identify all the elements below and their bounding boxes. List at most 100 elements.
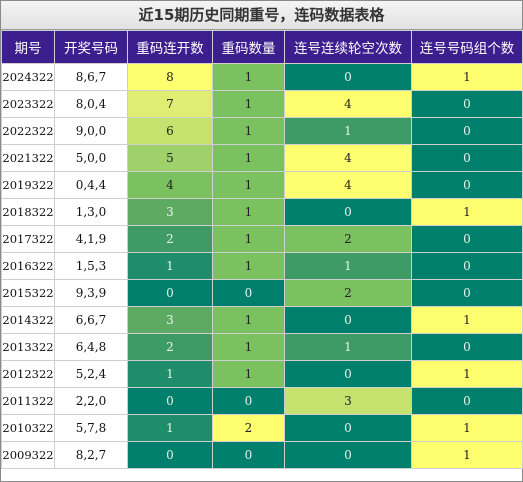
cell-consecutive-groups: 1 xyxy=(411,414,523,442)
cell-consecutive-groups: 1 xyxy=(411,306,523,334)
cell-consecutive-groups: 1 xyxy=(411,360,523,388)
cell-repeat-streak: 8 xyxy=(127,63,213,91)
cell-draw-numbers: 9,0,0 xyxy=(54,117,128,145)
header-consecutive-groups: 连号号码组个数 xyxy=(411,30,523,64)
cell-period: 2018322 xyxy=(1,198,55,226)
header-draw-numbers: 开奖号码 xyxy=(54,30,128,64)
cell-consecutive-miss: 4 xyxy=(284,90,412,118)
table-row: 2017322 4,1,9 2 1 2 0 xyxy=(1,225,523,253)
cell-repeat-count: 2 xyxy=(212,414,285,442)
cell-consecutive-miss: 0 xyxy=(284,306,412,334)
table-row: 2018322 1,3,0 3 1 0 1 xyxy=(1,198,523,226)
cell-repeat-count: 1 xyxy=(212,144,285,172)
cell-repeat-count: 1 xyxy=(212,117,285,145)
cell-draw-numbers: 8,2,7 xyxy=(54,441,128,469)
table-row: 2013322 6,4,8 2 1 1 0 xyxy=(1,333,523,361)
cell-draw-numbers: 8,6,7 xyxy=(54,63,128,91)
cell-repeat-count: 1 xyxy=(212,306,285,334)
cell-consecutive-miss: 0 xyxy=(284,198,412,226)
cell-repeat-streak: 2 xyxy=(127,225,213,253)
cell-draw-numbers: 0,4,4 xyxy=(54,171,128,199)
table-row: 2021322 5,0,0 5 1 4 0 xyxy=(1,144,523,172)
cell-consecutive-miss: 0 xyxy=(284,63,412,91)
cell-period: 2023322 xyxy=(1,90,55,118)
cell-draw-numbers: 8,0,4 xyxy=(54,90,128,118)
cell-consecutive-groups: 0 xyxy=(411,387,523,415)
cell-repeat-streak: 0 xyxy=(127,387,213,415)
cell-period: 2013322 xyxy=(1,333,55,361)
table-row: 2009322 8,2,7 0 0 0 1 xyxy=(1,441,523,469)
cell-draw-numbers: 5,7,8 xyxy=(54,414,128,442)
cell-repeat-count: 0 xyxy=(212,387,285,415)
cell-repeat-streak: 0 xyxy=(127,279,213,307)
cell-period: 2010322 xyxy=(1,414,55,442)
cell-period: 2024322 xyxy=(1,63,55,91)
cell-repeat-count: 1 xyxy=(212,333,285,361)
cell-consecutive-miss: 2 xyxy=(284,279,412,307)
table-row: 2016322 1,5,3 1 1 1 0 xyxy=(1,252,523,280)
cell-draw-numbers: 1,3,0 xyxy=(54,198,128,226)
table-row: 2024322 8,6,7 8 1 0 1 xyxy=(1,63,523,91)
cell-period: 2019322 xyxy=(1,171,55,199)
cell-draw-numbers: 1,5,3 xyxy=(54,252,128,280)
cell-consecutive-miss: 3 xyxy=(284,387,412,415)
cell-consecutive-groups: 1 xyxy=(411,63,523,91)
cell-consecutive-groups: 0 xyxy=(411,225,523,253)
cell-consecutive-miss: 1 xyxy=(284,117,412,145)
cell-repeat-count: 1 xyxy=(212,252,285,280)
cell-consecutive-groups: 0 xyxy=(411,279,523,307)
cell-repeat-streak: 1 xyxy=(127,252,213,280)
table-row: 2022322 9,0,0 6 1 1 0 xyxy=(1,117,523,145)
cell-repeat-streak: 1 xyxy=(127,360,213,388)
cell-period: 2009322 xyxy=(1,441,55,469)
cell-draw-numbers: 5,2,4 xyxy=(54,360,128,388)
cell-period: 2022322 xyxy=(1,117,55,145)
cell-consecutive-groups: 0 xyxy=(411,90,523,118)
cell-repeat-count: 1 xyxy=(212,63,285,91)
table-title: 近15期历史同期重号，连码数据表格 xyxy=(1,1,522,30)
cell-consecutive-groups: 0 xyxy=(411,333,523,361)
cell-draw-numbers: 6,6,7 xyxy=(54,306,128,334)
cell-period: 2014322 xyxy=(1,306,55,334)
cell-draw-numbers: 4,1,9 xyxy=(54,225,128,253)
header-period: 期号 xyxy=(1,30,55,64)
table-row: 2015322 9,3,9 0 0 2 0 xyxy=(1,279,523,307)
cell-consecutive-miss: 4 xyxy=(284,171,412,199)
cell-consecutive-miss: 1 xyxy=(284,333,412,361)
table-row: 2019322 0,4,4 4 1 4 0 xyxy=(1,171,523,199)
cell-repeat-streak: 6 xyxy=(127,117,213,145)
table-row: 2012322 5,2,4 1 1 0 1 xyxy=(1,360,523,388)
cell-period: 2016322 xyxy=(1,252,55,280)
cell-repeat-streak: 1 xyxy=(127,414,213,442)
cell-consecutive-miss: 0 xyxy=(284,360,412,388)
cell-repeat-count: 0 xyxy=(212,441,285,469)
cell-period: 2011322 xyxy=(1,387,55,415)
table-row: 2011322 2,2,0 0 0 3 0 xyxy=(1,387,523,415)
cell-consecutive-miss: 1 xyxy=(284,252,412,280)
cell-consecutive-miss: 0 xyxy=(284,441,412,469)
cell-consecutive-groups: 1 xyxy=(411,198,523,226)
cell-repeat-count: 0 xyxy=(212,279,285,307)
cell-consecutive-miss: 4 xyxy=(284,144,412,172)
cell-repeat-count: 1 xyxy=(212,171,285,199)
table-row: 2010322 5,7,8 1 2 0 1 xyxy=(1,414,523,442)
history-table: 期号 开奖号码 重码连开数 重码数量 连号连续轮空次数 连号号码组个数 2024… xyxy=(1,30,523,469)
cell-consecutive-miss: 0 xyxy=(284,414,412,442)
cell-period: 2017322 xyxy=(1,225,55,253)
cell-period: 2012322 xyxy=(1,360,55,388)
cell-consecutive-groups: 1 xyxy=(411,441,523,469)
header-repeat-streak: 重码连开数 xyxy=(127,30,213,64)
cell-consecutive-groups: 0 xyxy=(411,117,523,145)
cell-period: 2021322 xyxy=(1,144,55,172)
cell-repeat-streak: 3 xyxy=(127,306,213,334)
cell-draw-numbers: 2,2,0 xyxy=(54,387,128,415)
cell-draw-numbers: 5,0,0 xyxy=(54,144,128,172)
cell-consecutive-groups: 0 xyxy=(411,144,523,172)
cell-repeat-streak: 4 xyxy=(127,171,213,199)
cell-repeat-count: 1 xyxy=(212,225,285,253)
cell-repeat-streak: 7 xyxy=(127,90,213,118)
cell-repeat-streak: 5 xyxy=(127,144,213,172)
table-row: 2023322 8,0,4 7 1 4 0 xyxy=(1,90,523,118)
cell-consecutive-groups: 0 xyxy=(411,252,523,280)
